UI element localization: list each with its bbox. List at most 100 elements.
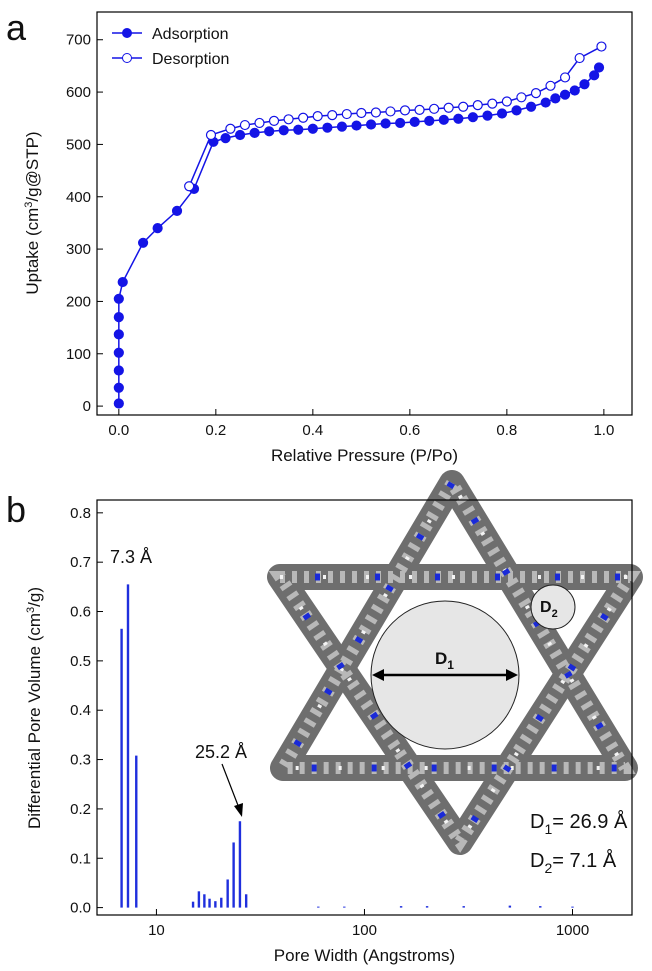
data-point (356, 107, 367, 119)
data-point (234, 129, 246, 141)
bar (220, 897, 223, 908)
x-tick-label: 100 (352, 922, 377, 939)
data-point (579, 79, 590, 90)
y-tick-label: 600 (66, 84, 91, 101)
x-tick-label: 0.0 (108, 422, 129, 439)
x-tick-label: 0.2 (205, 422, 226, 439)
x-axis-title: Relative Pressure (P/Po) (271, 446, 458, 465)
legend-marker (122, 53, 132, 63)
bar (343, 906, 346, 908)
data-point (458, 101, 469, 112)
data-point (113, 347, 124, 358)
data-point (545, 80, 556, 91)
y-tick-label: 100 (66, 346, 91, 363)
d1-value: D1= 26.9 Å (530, 810, 628, 837)
arrow-head (506, 669, 518, 681)
data-point (312, 111, 323, 122)
bar (214, 901, 217, 908)
data-point (113, 382, 124, 393)
y-tick-label: 0.4 (70, 702, 91, 719)
data-point (113, 329, 124, 340)
data-point (487, 98, 498, 109)
data-point (559, 89, 571, 100)
bar (203, 894, 206, 908)
data-point (220, 133, 231, 144)
data-point (113, 293, 124, 304)
data-point (530, 88, 542, 99)
x-tick-label: 1.0 (593, 422, 614, 439)
data-point (540, 97, 551, 108)
data-point (559, 72, 571, 83)
data-point (596, 41, 607, 52)
y-title-part: /g@STP) (23, 131, 42, 201)
d2-value: D2= 7.1 Å (530, 849, 617, 876)
label-text: D (435, 649, 447, 668)
data-point (380, 118, 391, 129)
data-point (496, 108, 508, 119)
annotation: 7.3 Å (110, 547, 152, 567)
bar (425, 906, 429, 908)
bar (232, 842, 235, 908)
pore-d2 (530, 584, 576, 630)
data-point (593, 62, 605, 73)
annotation-arrow (221, 763, 240, 809)
data-point (113, 365, 124, 376)
data-point (113, 312, 124, 323)
data-point (341, 108, 352, 120)
d1-label: D1 (435, 649, 454, 672)
data-point (589, 70, 600, 81)
data-point (293, 124, 304, 135)
y-tick-label: 0.7 (70, 554, 91, 571)
label-sub: 2 (544, 860, 552, 876)
data-point (113, 398, 124, 409)
data-point (184, 181, 195, 192)
y-tick-label: 300 (66, 241, 91, 258)
data-point (467, 112, 479, 123)
bar (244, 894, 248, 908)
bar (120, 628, 123, 908)
data-point (268, 115, 280, 126)
data-point (225, 123, 236, 134)
x-tick-label: 10 (148, 922, 165, 939)
bar (571, 906, 574, 908)
data-point (516, 92, 527, 103)
y-title-part: /g) (25, 587, 44, 607)
data-point (264, 126, 275, 137)
data-point (395, 117, 406, 129)
data-point (239, 119, 251, 131)
framework-nitrogen (276, 476, 632, 772)
data-point (336, 121, 348, 132)
data-point (399, 105, 411, 116)
data-point (511, 105, 522, 116)
label-rest: = 26.9 Å (552, 810, 628, 833)
data-point (307, 123, 318, 134)
y-tick-label: 400 (66, 189, 91, 206)
plot-frame (96, 11, 633, 416)
label-text: D (530, 811, 544, 833)
data-point (254, 117, 265, 129)
bar (317, 906, 320, 908)
framework-texture (268, 571, 641, 853)
bar (191, 901, 195, 908)
y-tick-label: 0.6 (70, 604, 91, 621)
data-point (482, 110, 493, 121)
data-point (574, 52, 585, 64)
d2-label: D2 (540, 599, 558, 620)
data-point (249, 127, 260, 138)
y-title-sup: 3 (23, 202, 35, 208)
y-tick-label: 700 (66, 32, 91, 49)
data-point (472, 100, 483, 111)
panel-label: b (6, 489, 26, 530)
arrow-head (372, 669, 384, 681)
y-tick-label: 0.5 (70, 653, 91, 670)
y-tick-label: 0.8 (70, 505, 91, 522)
framework-hydrogen (276, 575, 634, 846)
y-title-part: Uptake (cm (23, 208, 42, 295)
y-tick-label: 0.3 (70, 752, 91, 769)
y-title-sup: 3 (25, 607, 37, 613)
data-point (298, 112, 309, 123)
y-axis-title: Differential Pore Volume (cm3/g) (25, 587, 44, 829)
bar (508, 905, 512, 908)
bar (208, 898, 211, 908)
